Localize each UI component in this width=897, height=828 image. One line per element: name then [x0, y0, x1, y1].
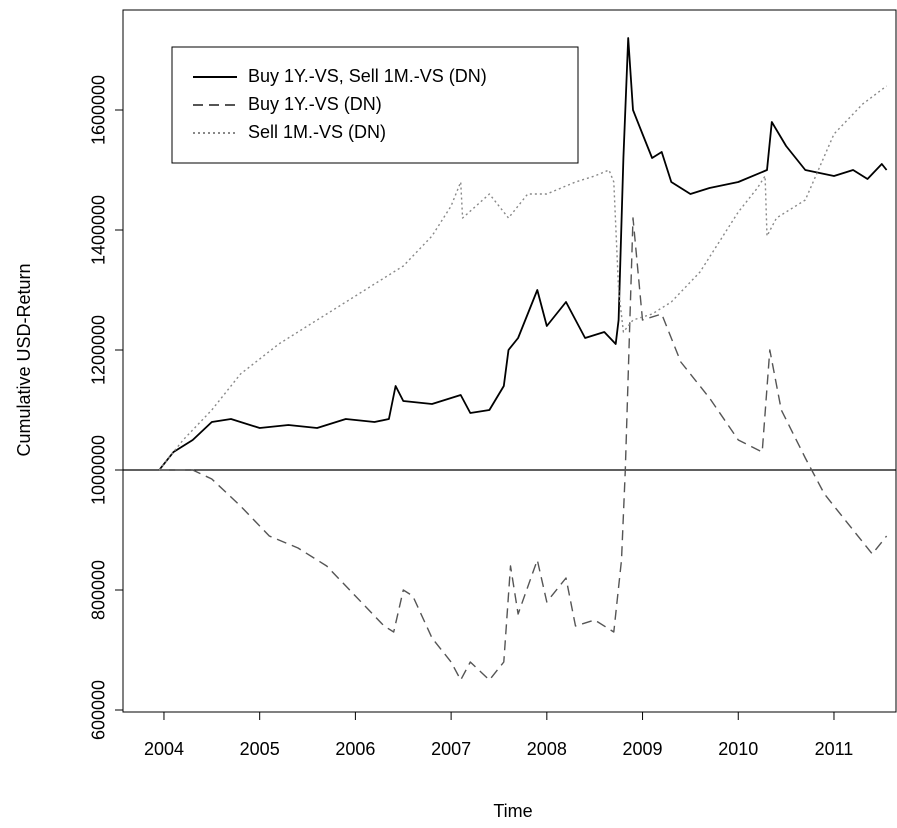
series-line	[158, 85, 888, 471]
y-tick-label: 1600000	[89, 75, 109, 145]
y-tick-label: 1000000	[89, 435, 109, 505]
x-axis-label: Time	[493, 801, 532, 821]
legend-box	[171, 46, 579, 164]
x-tick-label: 2009	[623, 739, 663, 759]
legend-label: Buy 1Y.-VS (DN)	[248, 94, 382, 114]
x-tick-label: 2011	[815, 739, 854, 759]
y-axis-label: Cumulative USD-Return	[14, 263, 34, 456]
legend-label: Buy 1Y.-VS, Sell 1M.-VS (DN)	[248, 66, 487, 86]
plot-frame	[122, 9, 897, 713]
y-tick-label: 600000	[89, 680, 109, 740]
y-tick-label: 800000	[89, 560, 109, 620]
x-tick-label: 2008	[527, 739, 567, 759]
series-line	[159, 217, 888, 681]
series-line	[158, 37, 888, 471]
x-tick-label: 2004	[144, 739, 184, 759]
legend-label: Sell 1M.-VS (DN)	[248, 122, 386, 142]
x-tick-label: 2005	[240, 739, 280, 759]
x-tick-label: 2006	[335, 739, 375, 759]
y-tick-label: 1400000	[89, 195, 109, 265]
x-tick-label: 2010	[718, 739, 758, 759]
y-tick-label: 1200000	[89, 315, 109, 385]
x-tick-label: 2007	[431, 739, 471, 759]
